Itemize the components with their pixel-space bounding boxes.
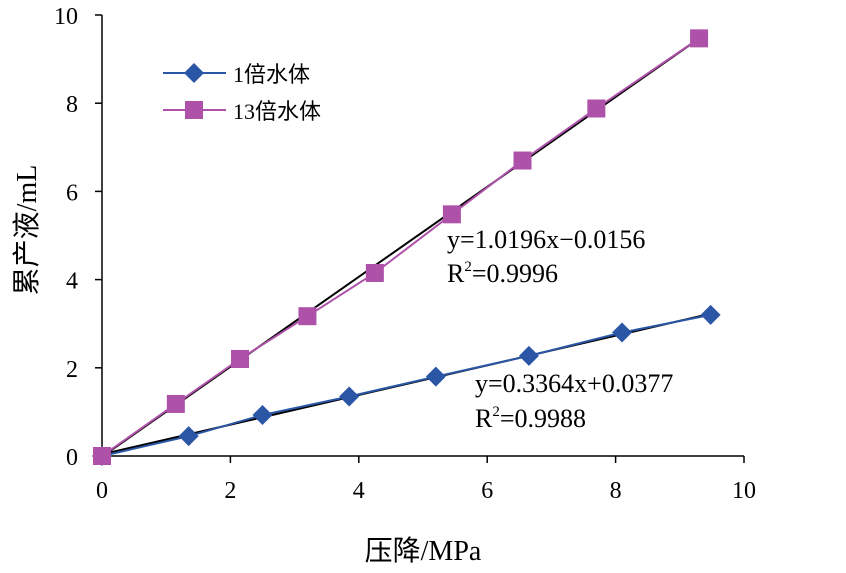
data-point bbox=[365, 263, 384, 282]
y-tick-label: 10 bbox=[54, 4, 78, 30]
data-point bbox=[690, 29, 709, 48]
y-tick-label: 4 bbox=[66, 269, 78, 295]
series-line-1 bbox=[101, 313, 711, 457]
data-point bbox=[700, 304, 721, 325]
legend-label-2: 13倍水体 bbox=[233, 99, 321, 124]
x-tick-label: 4 bbox=[353, 478, 365, 504]
r2-1x: R2=0.9988 bbox=[475, 404, 586, 433]
data-point bbox=[93, 447, 111, 465]
y-tick-label: 6 bbox=[66, 180, 78, 206]
markers-layer bbox=[92, 29, 721, 466]
data-point bbox=[298, 307, 317, 326]
r2-1x-label: R bbox=[475, 404, 493, 433]
r2-13x-superscript: 2 bbox=[464, 259, 472, 275]
legend-square-marker-icon bbox=[185, 101, 203, 119]
x-tick-label: 0 bbox=[96, 478, 108, 504]
r2-1x-superscript: 2 bbox=[492, 404, 500, 420]
r2-13x-label: R bbox=[447, 259, 465, 288]
data-point bbox=[178, 426, 199, 447]
r2-13x: R2=0.9996 bbox=[447, 259, 558, 288]
x-tick-label: 6 bbox=[481, 478, 493, 504]
x-axis-title: 压降/MPa bbox=[365, 535, 482, 567]
x-tick-label: 2 bbox=[224, 478, 236, 504]
data-point bbox=[425, 366, 446, 387]
y-tick-label: 8 bbox=[66, 92, 78, 118]
x-tick-label: 10 bbox=[732, 478, 756, 504]
data-point bbox=[612, 322, 633, 343]
data-point bbox=[442, 205, 461, 224]
y-tick-label: 0 bbox=[66, 445, 78, 471]
data-point bbox=[513, 151, 532, 170]
y-tick-label: 2 bbox=[66, 357, 78, 383]
x-tick-label: 8 bbox=[610, 478, 622, 504]
legend-diamond-marker-icon bbox=[184, 63, 204, 83]
axes-layer: 0 2 4 6 8 10 0 2 4 6 8 10 bbox=[54, 4, 756, 504]
equation-1x: y=0.3364x+0.0377 bbox=[475, 369, 673, 398]
data-point bbox=[587, 99, 606, 118]
r2-13x-value: =0.9996 bbox=[472, 259, 558, 288]
y-axis-title: 累产液/mL bbox=[11, 165, 43, 296]
data-point bbox=[166, 394, 185, 413]
r2-1x-value: =0.9988 bbox=[500, 404, 586, 433]
data-point bbox=[231, 349, 250, 368]
data-point bbox=[252, 404, 273, 425]
legend-label-1: 1倍水体 bbox=[233, 62, 310, 87]
data-point bbox=[518, 345, 539, 366]
legend: 1倍水体 13倍水体 bbox=[163, 62, 321, 124]
data-point bbox=[339, 386, 360, 407]
equation-13x: y=1.0196x−0.0156 bbox=[447, 225, 645, 254]
